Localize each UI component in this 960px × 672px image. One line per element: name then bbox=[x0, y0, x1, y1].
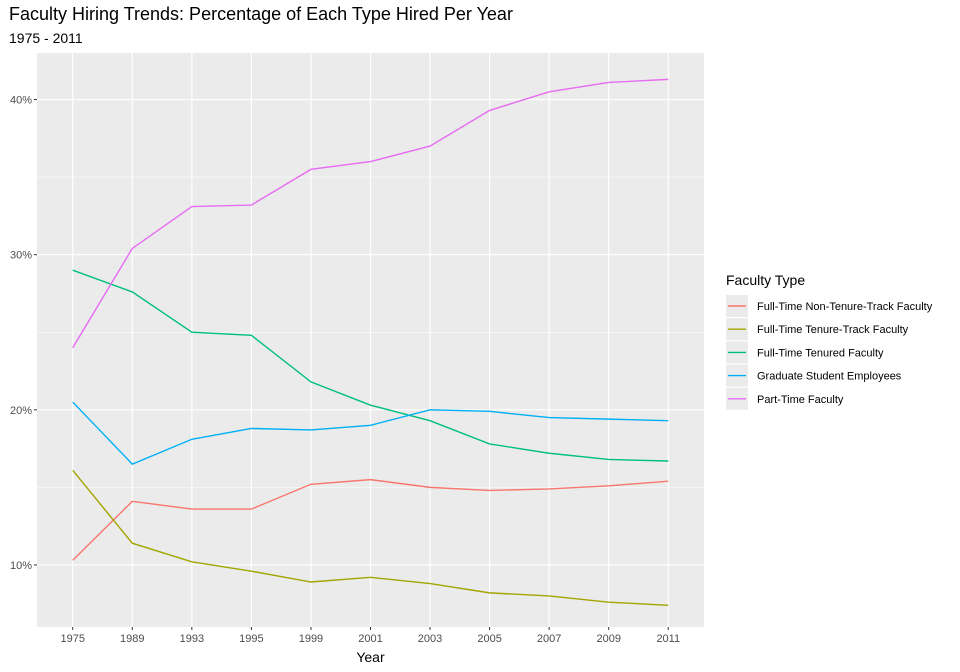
series-line bbox=[72, 478, 669, 561]
y-tick-label: 20% bbox=[10, 405, 32, 417]
chart-subtitle: 1975 - 2011 bbox=[9, 30, 83, 46]
x-tick-label: 1999 bbox=[299, 633, 323, 645]
major-gridlines bbox=[37, 53, 704, 627]
x-tick-label: 2003 bbox=[418, 633, 442, 645]
legend-label: Part-Time Faculty bbox=[757, 394, 844, 406]
legend-label: Full-Time Tenure-Track Faculty bbox=[757, 324, 909, 336]
y-axis: 10% 20% 30% 40% bbox=[10, 95, 37, 572]
x-tick-label: 2011 bbox=[656, 633, 680, 645]
series-line bbox=[72, 78, 669, 349]
x-axis: 1975 1989 1993 1995 1999 2001 2003 2005 2007 2009… bbox=[60, 627, 680, 645]
legend: Faculty Type Full-Time Non-Tenure-Track … bbox=[726, 272, 933, 410]
series-line bbox=[72, 469, 669, 606]
x-tick-label: 2009 bbox=[596, 633, 620, 645]
x-tick-label: 1989 bbox=[120, 633, 144, 645]
legend-title: Faculty Type bbox=[726, 272, 805, 288]
series-line bbox=[72, 401, 669, 465]
x-tick-label: 1975 bbox=[60, 633, 84, 645]
x-tick-label: 1993 bbox=[180, 633, 204, 645]
chart-title: Faculty Hiring Trends: Percentage of Eac… bbox=[9, 4, 513, 24]
y-tick-label: 40% bbox=[10, 95, 32, 107]
x-tick-label: 1995 bbox=[239, 633, 263, 645]
legend-label: Graduate Student Employees bbox=[757, 371, 902, 383]
x-tick-label: 2007 bbox=[537, 633, 561, 645]
series-line bbox=[72, 269, 669, 462]
legend-label: Full-Time Non-Tenure-Track Faculty bbox=[757, 301, 933, 313]
x-tick-label: 2001 bbox=[358, 633, 382, 645]
x-axis-title: Year bbox=[356, 649, 385, 665]
legend-label: Full-Time Tenured Faculty bbox=[757, 347, 884, 359]
x-tick-label: 2005 bbox=[477, 633, 501, 645]
y-tick-label: 10% bbox=[10, 560, 32, 572]
series-lines bbox=[72, 78, 669, 606]
y-tick-label: 30% bbox=[10, 250, 32, 262]
